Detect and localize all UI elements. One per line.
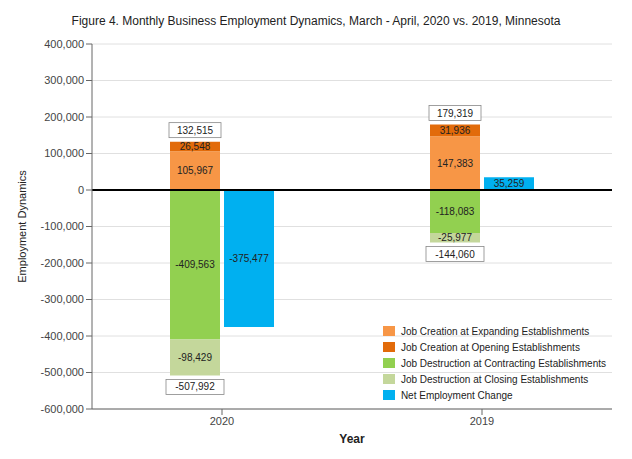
svg-text:-144,060: -144,060 — [435, 249, 475, 260]
svg-text:-25,977: -25,977 — [438, 232, 472, 243]
html-text:Figure 4. Monthly Business Emp: Figure 4. Monthly Business Employment Dy… — [71, 14, 561, 28]
html-text:Job Creation at Opening Establ: Job Creation at Opening Establishments — [400, 341, 580, 353]
svg-text:-507,992: -507,992 — [175, 381, 215, 392]
svg-text:-118,083: -118,083 — [436, 206, 475, 217]
svg-text:300,000: 300,000 — [44, 74, 84, 86]
html-text:Job Destruction at Closing Est: Job Destruction at Closing Establishment… — [400, 373, 589, 385]
svg-text:-500,000: -500,000 — [41, 366, 84, 378]
svg-text:31,936: 31,936 — [440, 125, 471, 136]
svg-text:-200,000: -200,000 — [41, 257, 84, 269]
svg-text:179,319: 179,319 — [437, 108, 474, 119]
svg-text:-375,477: -375,477 — [229, 253, 269, 264]
svg-text:-600,000: -600,000 — [41, 403, 84, 415]
svg-text:400,000: 400,000 — [44, 38, 84, 50]
svg-text:26,548: 26,548 — [180, 141, 211, 152]
html-text:Job Destruction at Contracting: Job Destruction at Contracting Establish… — [400, 357, 606, 369]
svg-text:100,000: 100,000 — [44, 147, 84, 159]
svg-text:-100,000: -100,000 — [41, 220, 84, 232]
svg-text:105,967: 105,967 — [177, 165, 214, 176]
svg-text:-98,429: -98,429 — [178, 352, 212, 363]
svg-text:Employment Dynamics: Employment Dynamics — [16, 170, 28, 283]
svg-text:200,000: 200,000 — [44, 111, 84, 123]
svg-text:-409,563: -409,563 — [175, 259, 215, 270]
html-text:Net Employment Change: Net Employment Change — [400, 389, 513, 401]
svg-text:147,383: 147,383 — [437, 158, 474, 169]
svg-text:-300,000: -300,000 — [41, 293, 84, 305]
svg-text:Year: Year — [339, 432, 365, 446]
svg-text:35,259: 35,259 — [494, 178, 525, 189]
svg-text:2020: 2020 — [210, 415, 234, 427]
svg-text:0: 0 — [78, 184, 84, 196]
svg-text:132,515: 132,515 — [177, 125, 214, 136]
html-text:Job Creation at Expanding Esta: Job Creation at Expanding Establishments — [400, 325, 590, 337]
svg-text:2019: 2019 — [470, 415, 494, 427]
svg-text:-400,000: -400,000 — [41, 330, 84, 342]
